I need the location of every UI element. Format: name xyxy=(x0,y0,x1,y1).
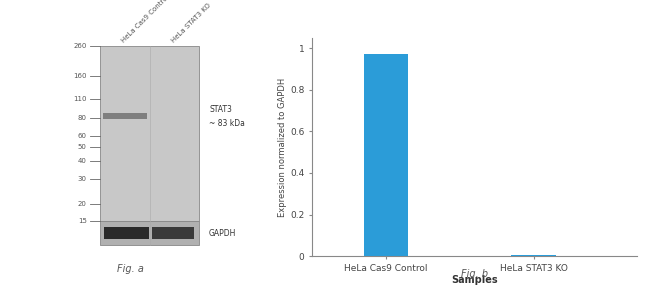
Text: 60: 60 xyxy=(78,133,87,139)
Text: 110: 110 xyxy=(73,96,87,102)
Bar xyxy=(100,221,199,245)
Text: 15: 15 xyxy=(78,219,87,224)
Text: 50: 50 xyxy=(78,144,87,150)
Text: 30: 30 xyxy=(78,176,87,182)
Bar xyxy=(104,227,148,239)
Text: Fig. a: Fig. a xyxy=(116,264,144,274)
X-axis label: Samples: Samples xyxy=(451,276,498,285)
Text: 80: 80 xyxy=(78,116,87,121)
Text: GAPDH: GAPDH xyxy=(209,229,237,238)
Text: 40: 40 xyxy=(78,158,87,164)
Bar xyxy=(512,255,556,256)
Text: HeLa STAT3 KO: HeLa STAT3 KO xyxy=(170,2,212,43)
Bar xyxy=(364,54,408,256)
Text: ~ 83 kDa: ~ 83 kDa xyxy=(209,119,245,128)
Text: 20: 20 xyxy=(78,201,87,207)
Text: 160: 160 xyxy=(73,73,87,79)
Text: STAT3: STAT3 xyxy=(209,104,232,113)
Text: Fig. b: Fig. b xyxy=(461,269,488,279)
Text: 260: 260 xyxy=(73,43,87,49)
Y-axis label: Expression normalized to GAPDH: Expression normalized to GAPDH xyxy=(278,77,287,217)
Text: HeLa Cas9 Control: HeLa Cas9 Control xyxy=(121,0,171,43)
Bar xyxy=(100,46,199,221)
Bar xyxy=(152,227,194,239)
Bar xyxy=(103,113,148,119)
